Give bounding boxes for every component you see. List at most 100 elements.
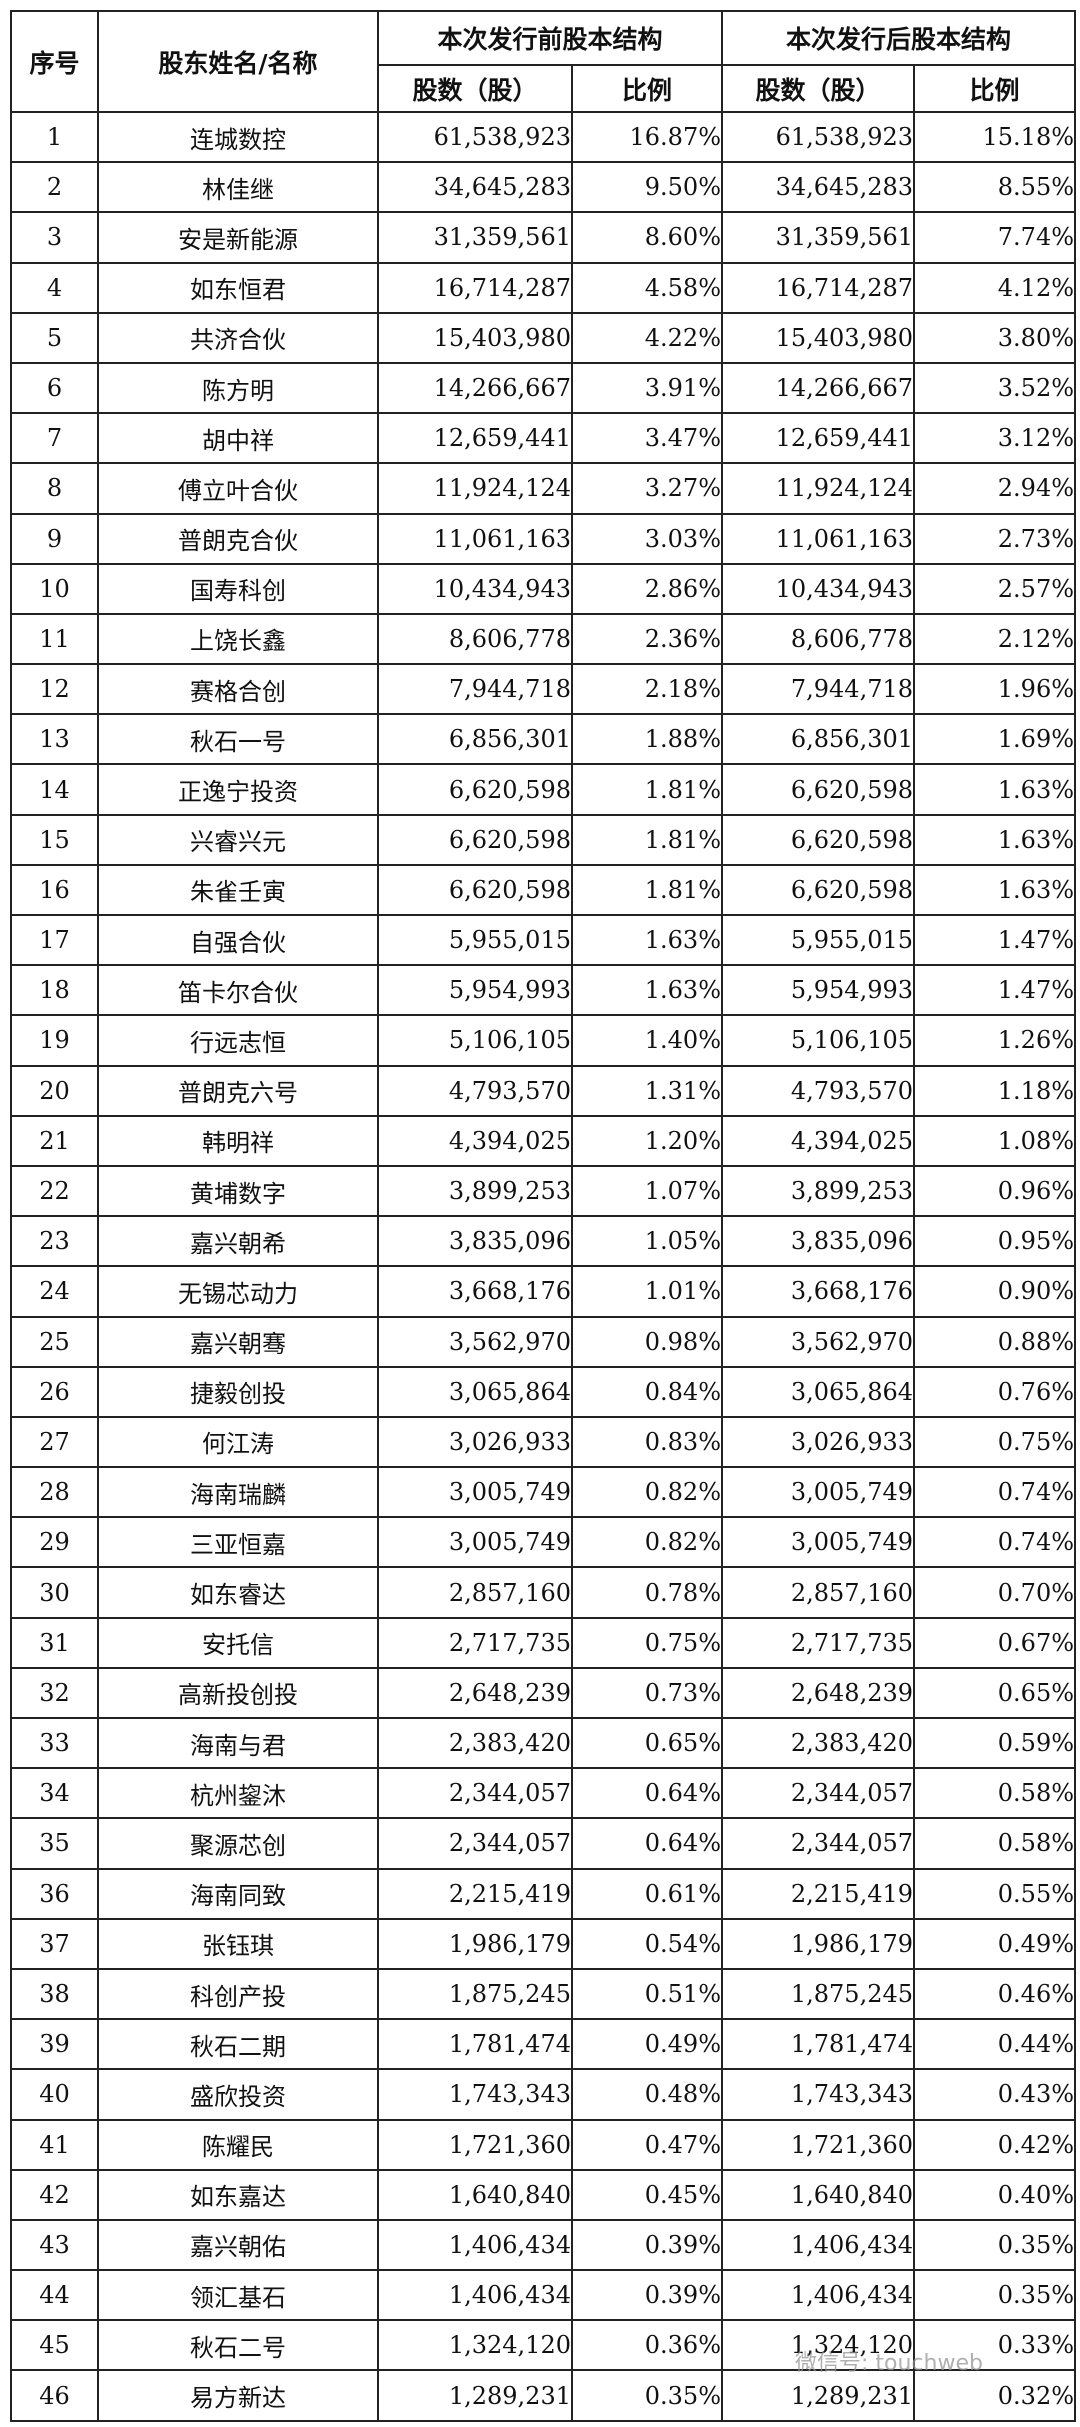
cell-post-ratio: 3.52% bbox=[913, 361, 1077, 415]
table-row: 1 连城数控 61,538,923 16.87% 61,538,923 15.18% bbox=[10, 110, 1077, 164]
cell-post-ratio: 15.18% bbox=[913, 110, 1077, 164]
cell-shareholder-name: 朱雀壬寅 bbox=[97, 863, 379, 917]
cell-shareholder-name: 嘉兴朝骞 bbox=[97, 1315, 379, 1368]
cell-post-shares: 1,743,343 bbox=[721, 2068, 916, 2121]
cell-shareholder-name: 如东睿达 bbox=[97, 1566, 379, 1619]
cell-post-ratio: 0.95% bbox=[913, 1215, 1077, 1268]
cell-serial-no: 31 bbox=[10, 1616, 99, 1669]
cell-post-shares: 1,324,120 bbox=[721, 2319, 916, 2372]
table-row: 22 黄埔数字 3,899,253 1.07% 3,899,253 0.96% bbox=[10, 1164, 1077, 1218]
cell-serial-no: 22 bbox=[10, 1164, 99, 1218]
cell-serial-no: 32 bbox=[10, 1666, 99, 1720]
table-row: 23 嘉兴朝希 3,835,096 1.05% 3,835,096 0.95% bbox=[10, 1215, 1077, 1268]
cell-pre-ratio: 1.05% bbox=[570, 1215, 724, 1268]
cell-serial-no: 13 bbox=[10, 713, 99, 766]
cell-pre-shares: 15,403,980 bbox=[377, 311, 573, 364]
cell-post-shares: 3,562,970 bbox=[721, 1315, 916, 1368]
cell-serial-no: 18 bbox=[10, 964, 99, 1017]
cell-post-shares: 14,266,667 bbox=[721, 361, 916, 415]
cell-serial-no: 10 bbox=[10, 562, 99, 615]
cell-serial-no: 17 bbox=[10, 913, 99, 967]
cell-shareholder-name: 行远志恒 bbox=[97, 1014, 379, 1067]
cell-post-ratio: 1.69% bbox=[913, 713, 1077, 766]
table-row: 45 秋石二号 1,324,120 0.36% 1,324,120 0.33% bbox=[10, 2319, 1077, 2372]
cell-pre-ratio: 1.81% bbox=[570, 763, 724, 816]
cell-post-shares: 11,924,124 bbox=[721, 462, 916, 515]
cell-pre-shares: 10,434,943 bbox=[377, 562, 573, 615]
table-row: 21 韩明祥 4,394,025 1.20% 4,394,025 1.08% bbox=[10, 1114, 1077, 1167]
cell-pre-ratio: 1.88% bbox=[570, 713, 724, 766]
cell-post-shares: 3,899,253 bbox=[721, 1164, 916, 1218]
cell-post-ratio: 0.44% bbox=[913, 2018, 1077, 2071]
cell-serial-no: 40 bbox=[10, 2068, 99, 2121]
cell-shareholder-name: 胡中祥 bbox=[97, 412, 379, 465]
cell-pre-shares: 31,359,561 bbox=[377, 211, 573, 264]
cell-shareholder-name: 傅立叶合伙 bbox=[97, 462, 379, 515]
cell-shareholder-name: 林佳继 bbox=[97, 161, 379, 214]
header-serial-no: 序号 bbox=[10, 10, 99, 113]
cell-shareholder-name: 黄埔数字 bbox=[97, 1164, 379, 1218]
cell-post-ratio: 0.49% bbox=[913, 1917, 1077, 1970]
cell-post-shares: 6,620,598 bbox=[721, 763, 916, 816]
cell-post-ratio: 0.74% bbox=[913, 1466, 1077, 1519]
cell-shareholder-name: 秋石二期 bbox=[97, 2018, 379, 2071]
table-row: 11 上饶长鑫 8,606,778 2.36% 8,606,778 2.12% bbox=[10, 612, 1077, 666]
cell-post-shares: 4,793,570 bbox=[721, 1064, 916, 1117]
table-row: 40 盛欣投资 1,743,343 0.48% 1,743,343 0.43% bbox=[10, 2068, 1077, 2121]
cell-post-shares: 7,944,718 bbox=[721, 663, 916, 716]
cell-pre-ratio: 0.39% bbox=[570, 2269, 724, 2322]
cell-pre-ratio: 0.39% bbox=[570, 2218, 724, 2272]
cell-pre-shares: 3,562,970 bbox=[377, 1315, 573, 1368]
header-row-sub: 股数（股） 比例 股数（股） 比例 bbox=[11, 64, 1077, 113]
cell-serial-no: 41 bbox=[10, 2118, 99, 2171]
cell-post-ratio: 1.63% bbox=[913, 813, 1077, 866]
cell-post-ratio: 0.42% bbox=[913, 2118, 1077, 2171]
cell-pre-ratio: 0.47% bbox=[570, 2118, 724, 2171]
cell-pre-ratio: 2.86% bbox=[570, 562, 724, 615]
table-row: 44 领汇基石 1,406,434 0.39% 1,406,434 0.35% bbox=[10, 2269, 1077, 2322]
table-row: 3 安是新能源 31,359,561 8.60% 31,359,561 7.74% bbox=[10, 211, 1077, 264]
cell-serial-no: 27 bbox=[10, 1415, 99, 1469]
cell-serial-no: 26 bbox=[10, 1365, 99, 1418]
cell-pre-ratio: 3.03% bbox=[570, 512, 724, 565]
cell-serial-no: 20 bbox=[10, 1064, 99, 1117]
cell-pre-ratio: 0.61% bbox=[570, 1867, 724, 1920]
cell-shareholder-name: 连城数控 bbox=[97, 110, 379, 164]
cell-post-shares: 2,857,160 bbox=[721, 1566, 916, 1619]
table-row: 33 海南与君 2,383,420 0.65% 2,383,420 0.59% bbox=[10, 1716, 1077, 1770]
cell-pre-shares: 3,026,933 bbox=[377, 1415, 573, 1469]
cell-pre-ratio: 0.84% bbox=[570, 1365, 724, 1418]
cell-post-ratio: 0.35% bbox=[913, 2269, 1077, 2322]
cell-serial-no: 25 bbox=[10, 1315, 99, 1368]
cell-shareholder-name: 韩明祥 bbox=[97, 1114, 379, 1167]
cell-post-ratio: 0.43% bbox=[913, 2068, 1077, 2121]
cell-serial-no: 44 bbox=[10, 2269, 99, 2322]
header-post-issue-structure: 本次发行后股本结构 bbox=[721, 10, 1077, 66]
cell-pre-ratio: 1.40% bbox=[570, 1014, 724, 1067]
cell-pre-ratio: 0.64% bbox=[570, 1817, 724, 1870]
cell-post-shares: 11,061,163 bbox=[721, 512, 916, 565]
cell-post-ratio: 0.76% bbox=[913, 1365, 1077, 1418]
cell-pre-shares: 3,065,864 bbox=[377, 1365, 573, 1418]
cell-post-shares: 1,640,840 bbox=[721, 2168, 916, 2221]
cell-serial-no: 8 bbox=[10, 462, 99, 515]
cell-serial-no: 46 bbox=[10, 2369, 99, 2422]
cell-serial-no: 39 bbox=[10, 2018, 99, 2071]
cell-pre-ratio: 1.63% bbox=[570, 964, 724, 1017]
table-row: 43 嘉兴朝佑 1,406,434 0.39% 1,406,434 0.35% bbox=[10, 2218, 1077, 2272]
cell-pre-shares: 1,289,231 bbox=[377, 2369, 573, 2422]
cell-serial-no: 35 bbox=[10, 1817, 99, 1870]
header-pre-shares: 股数（股） bbox=[377, 64, 573, 113]
cell-pre-shares: 2,648,239 bbox=[377, 1666, 573, 1720]
table-row: 13 秋石一号 6,856,301 1.88% 6,856,301 1.69% bbox=[10, 713, 1077, 766]
cell-pre-shares: 61,538,923 bbox=[377, 110, 573, 164]
header-pre-ratio: 比例 bbox=[570, 64, 724, 113]
cell-pre-ratio: 0.78% bbox=[570, 1566, 724, 1619]
cell-serial-no: 7 bbox=[10, 412, 99, 465]
cell-post-ratio: 0.74% bbox=[913, 1516, 1077, 1569]
table-body: 1 连城数控 61,538,923 16.87% 61,538,923 15.18% 2 林佳… bbox=[10, 110, 1077, 2422]
cell-serial-no: 11 bbox=[10, 612, 99, 666]
cell-pre-ratio: 2.36% bbox=[570, 612, 724, 666]
cell-serial-no: 4 bbox=[10, 261, 99, 314]
cell-shareholder-name: 如东恒君 bbox=[97, 261, 379, 314]
